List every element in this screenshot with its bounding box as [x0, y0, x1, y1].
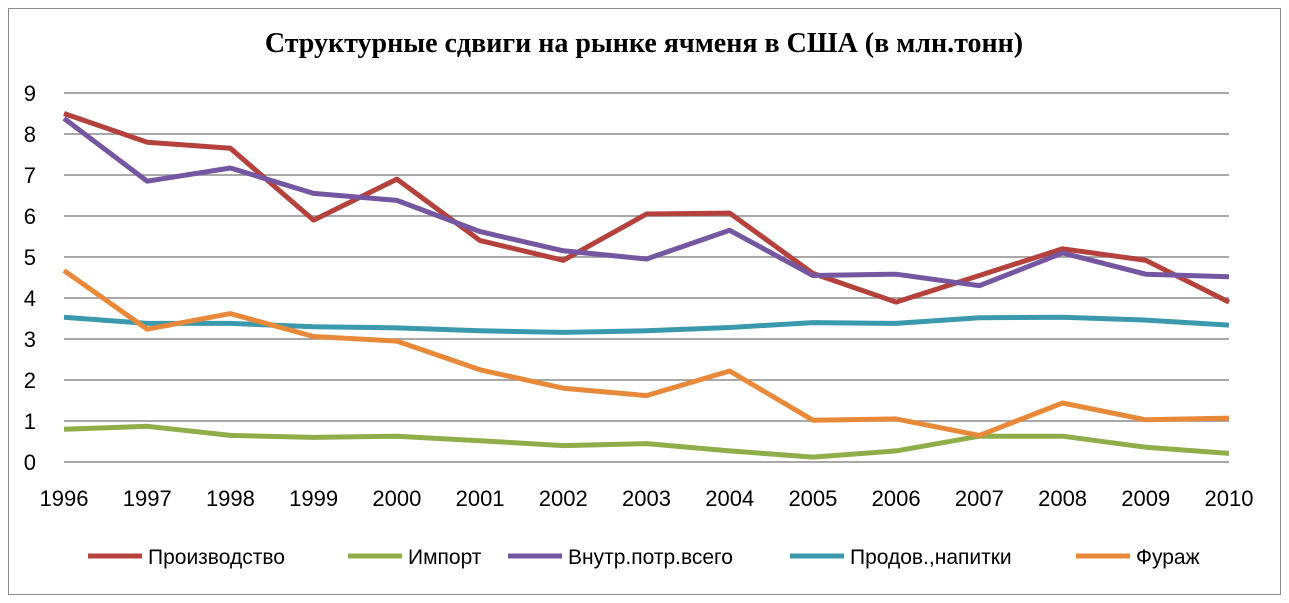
- x-tick-label: 2000: [372, 486, 421, 511]
- y-tick-label: 4: [24, 286, 36, 311]
- series-line-2: [62, 116, 1230, 289]
- series-line-0: [63, 111, 1231, 305]
- legend-item: Продов.,напитки: [790, 546, 1012, 569]
- legend-item: Внутр.потр.всего: [508, 546, 733, 569]
- x-tick-label: 1999: [289, 486, 338, 511]
- legend-label: Внутр.потр.всего: [568, 546, 733, 569]
- y-tick-label: 3: [24, 327, 36, 352]
- x-tick-label: 2004: [705, 486, 754, 511]
- x-tick-label: 2009: [1121, 486, 1170, 511]
- legend-label: Импорт: [408, 546, 482, 569]
- legend-item: Импорт: [348, 546, 482, 569]
- series-line-4: [62, 268, 1230, 438]
- chart-frame: [8, 8, 1281, 595]
- series-lines: [62, 111, 1231, 460]
- y-tick-label: 2: [24, 368, 36, 393]
- x-tick-label: 2007: [955, 486, 1004, 511]
- legend-label: Производство: [148, 546, 285, 569]
- x-tick-label: 2008: [1038, 486, 1087, 511]
- x-tick-label: 2002: [539, 486, 588, 511]
- x-tick-label: 1997: [123, 486, 172, 511]
- y-tick-label: 1: [24, 409, 36, 434]
- x-tick-label: 1998: [206, 486, 255, 511]
- y-tick-label: 7: [24, 163, 36, 188]
- y-tick-label: 8: [24, 122, 36, 147]
- y-tick-label: 6: [24, 204, 36, 229]
- series-line-1: [63, 423, 1230, 460]
- x-axis-ticks: 1996 1997 1998 1999 2000 2001 2002 2003 2004 2005…: [40, 486, 1254, 511]
- series-line-3: [63, 314, 1230, 335]
- legend-item: Фураж: [1076, 546, 1200, 569]
- x-tick-label: 2005: [788, 486, 837, 511]
- y-tick-label: 5: [24, 245, 36, 270]
- x-tick-label: 2003: [622, 486, 671, 511]
- chart-title: Структурные сдвиги на рынке ячменя в США…: [265, 28, 1023, 59]
- legend: Производство Импорт Внутр.потр.всего Продов…: [88, 546, 1200, 569]
- legend-label: Продов.,напитки: [850, 546, 1012, 569]
- y-tick-label: 9: [24, 81, 36, 106]
- legend-label: Фураж: [1136, 546, 1200, 569]
- legend-item: Производство: [88, 546, 285, 569]
- x-tick-label: 2001: [456, 486, 505, 511]
- x-tick-label: 1996: [40, 486, 89, 511]
- x-tick-label: 2010: [1205, 486, 1254, 511]
- y-axis-ticks: 0 1 2 3 4 5 6 7 8 9: [24, 81, 36, 475]
- x-tick-label: 2006: [872, 486, 921, 511]
- y-tick-label: 0: [24, 450, 36, 475]
